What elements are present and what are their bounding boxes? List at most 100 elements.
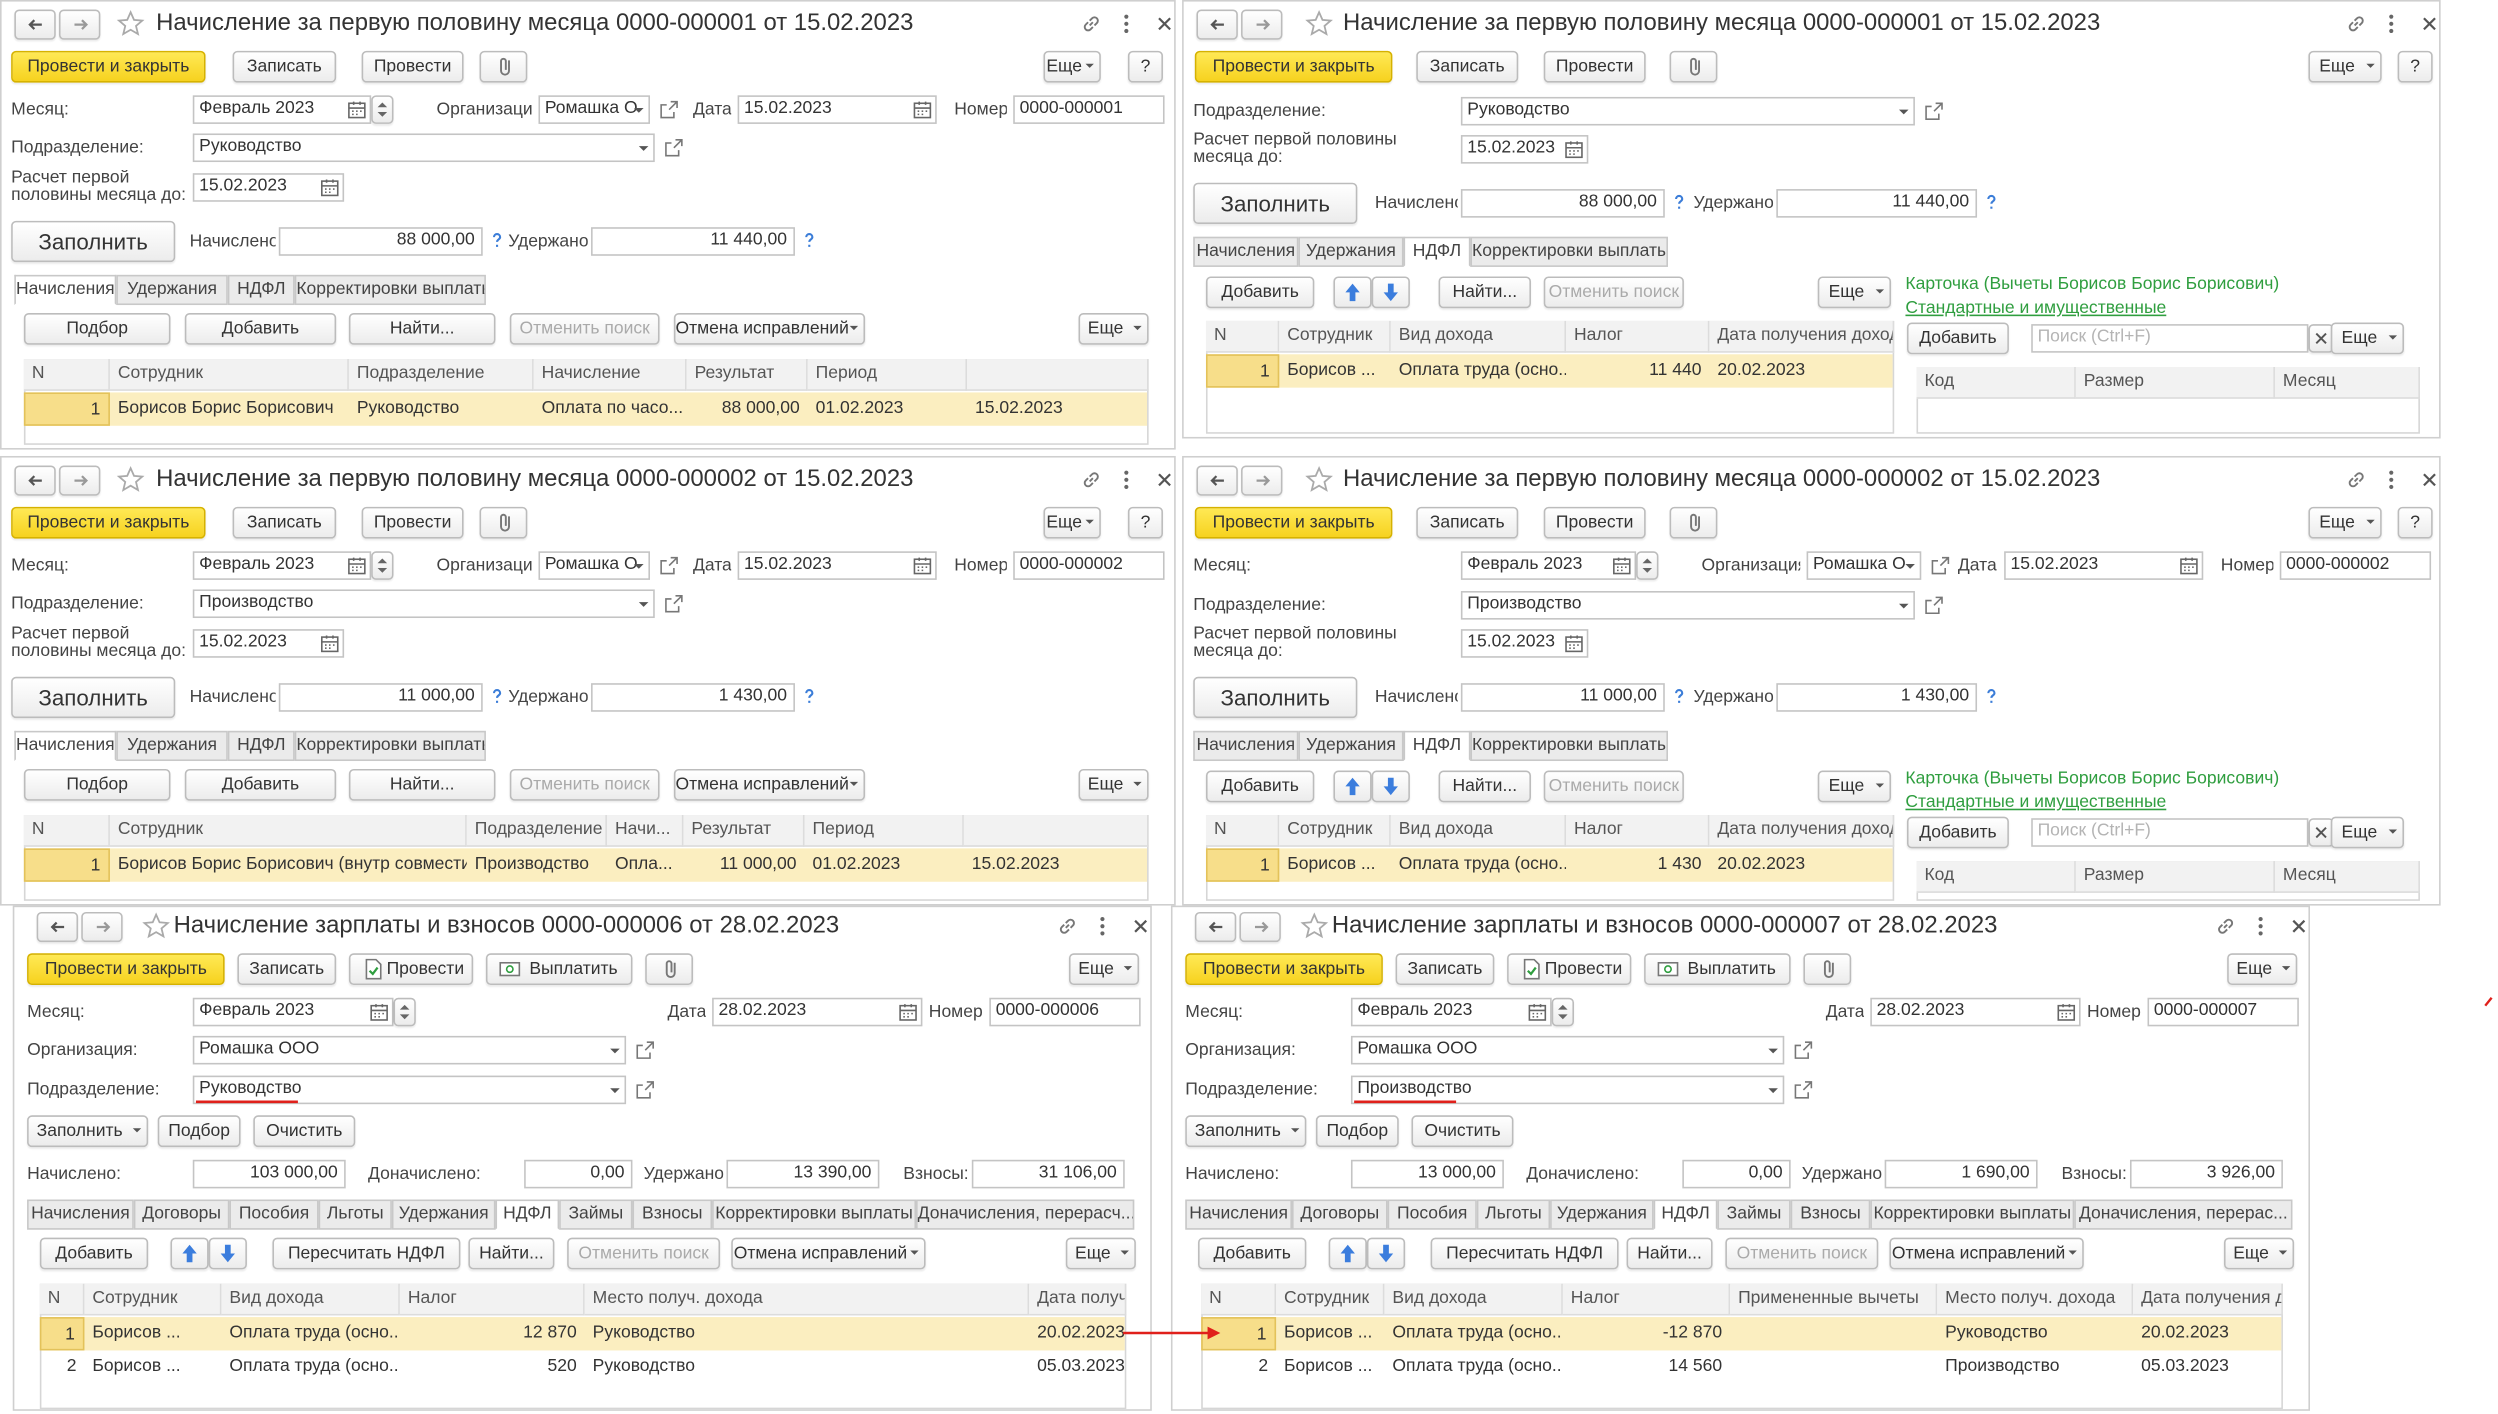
move-up-button[interactable] xyxy=(1328,1237,1367,1270)
table-cell[interactable]: 12 870 xyxy=(523,1323,577,1343)
tab[interactable]: Удержания xyxy=(1550,1199,1654,1230)
toolbar-button[interactable]: Подбор xyxy=(23,312,171,345)
move-down-button[interactable] xyxy=(1366,1237,1406,1270)
open-icon[interactable] xyxy=(1928,553,1953,578)
close-icon[interactable] xyxy=(2417,11,2441,36)
tab[interactable]: Пособия xyxy=(229,1199,319,1230)
table-cell[interactable]: 01.02.2023 xyxy=(815,398,904,418)
toolbar-button[interactable]: Добавить xyxy=(1205,770,1315,803)
card-button[interactable]: Добавить xyxy=(1906,816,2009,849)
command-button[interactable]: Провести xyxy=(1543,50,1646,83)
tab[interactable]: Удержания xyxy=(391,1199,496,1230)
table-cell[interactable]: 01.02.2023 xyxy=(812,854,901,874)
field-input[interactable]: 15.02.2023 xyxy=(1460,629,1589,658)
search-input[interactable]: Поиск (Ctrl+F) xyxy=(2031,818,2309,847)
command-button[interactable]: Провести xyxy=(361,50,464,83)
card-button[interactable]: Добавить xyxy=(1906,322,2009,355)
field-input[interactable]: 0000-000002 xyxy=(2279,551,2432,580)
toolbar-button[interactable]: Отмена исправлений xyxy=(673,768,866,801)
tab[interactable]: Доначисления, перерасч... xyxy=(916,1199,1135,1230)
tab[interactable]: Начисления xyxy=(27,1199,134,1230)
table-cell[interactable]: 2 xyxy=(66,1356,77,1376)
command-button[interactable]: ? xyxy=(1127,50,1163,83)
table-cell[interactable]: Борисов Борис Борисович (внутр совместит… xyxy=(117,854,467,874)
toolbar-button[interactable]: Пересчитать НДФЛ xyxy=(1430,1237,1619,1270)
toolbar-button[interactable]: Отмена исправлений xyxy=(731,1237,926,1270)
field-input[interactable]: 15.02.2023 xyxy=(737,95,937,124)
toolbar-button[interactable]: Еще xyxy=(2223,1237,2295,1270)
move-down-button[interactable] xyxy=(1371,770,1410,803)
fill-button[interactable]: Заполнить xyxy=(1185,1115,1307,1148)
table-cell[interactable]: Руководство xyxy=(356,398,460,418)
command-button[interactable]: ? xyxy=(2397,506,2433,539)
tab[interactable]: Займы xyxy=(1717,1199,1791,1230)
table-cell[interactable]: Руководство xyxy=(592,1323,696,1343)
dots-icon[interactable] xyxy=(2379,11,2404,36)
spin-button[interactable] xyxy=(393,997,416,1027)
tab[interactable]: Взносы xyxy=(632,1199,713,1230)
command-button[interactable]: Записать xyxy=(1416,50,1519,83)
table-cell[interactable]: Оплата труда (осно... xyxy=(1392,1356,1563,1376)
tab[interactable]: Начисления xyxy=(14,274,117,306)
field-input[interactable]: 0000-000007 xyxy=(2147,997,2299,1027)
field-input[interactable]: Ромашка О xyxy=(538,95,650,124)
star-icon[interactable] xyxy=(116,465,145,495)
table-cell[interactable]: Борисов ... xyxy=(92,1323,181,1343)
open-icon[interactable] xyxy=(661,135,686,160)
table-cell[interactable]: 05.03.2023 xyxy=(1037,1356,1125,1376)
tab[interactable]: НДФЛ xyxy=(495,1199,560,1230)
table-cell[interactable]: Борисов ... xyxy=(1287,360,1376,380)
open-icon[interactable] xyxy=(1791,1077,1816,1102)
tab[interactable]: Льготы xyxy=(1476,1199,1551,1230)
field-input[interactable]: Ромашка О xyxy=(538,551,650,580)
table-cell[interactable]: Борисов Борис Борисович xyxy=(117,398,334,418)
tab[interactable]: НДФЛ xyxy=(227,274,295,306)
field-input[interactable]: Руководство xyxy=(192,133,655,163)
move-up-button[interactable] xyxy=(1333,770,1372,803)
tab[interactable]: НДФЛ xyxy=(227,730,295,762)
tab[interactable]: Корректировки выплаты xyxy=(294,730,486,762)
command-button[interactable]: Записать xyxy=(237,953,337,986)
table-cell[interactable]: Опла... xyxy=(614,854,673,874)
star-icon[interactable] xyxy=(1305,10,1334,39)
table-cell[interactable]: Производство xyxy=(1945,1356,2060,1376)
dots-icon[interactable] xyxy=(1114,11,1139,36)
command-button[interactable]: Еще xyxy=(1068,953,1140,986)
field-input[interactable]: Производство xyxy=(1460,591,1915,620)
toolbar-button[interactable]: Найти... xyxy=(1626,1237,1713,1270)
field-input[interactable]: 15.02.2023 xyxy=(192,173,345,202)
tab[interactable]: Корректировки выплаты xyxy=(712,1199,917,1230)
field-input[interactable]: 0000-000006 xyxy=(989,997,1141,1027)
field-input[interactable]: 15.02.2023 xyxy=(2004,551,2204,580)
table-cell[interactable]: Оплата труда (осно... xyxy=(229,1323,400,1343)
card-link[interactable]: Стандартные и имущественные xyxy=(1905,298,2167,318)
toolbar-button[interactable]: Пересчитать НДФЛ xyxy=(272,1237,461,1270)
attach-button[interactable] xyxy=(1803,953,1852,986)
open-icon[interactable] xyxy=(632,1037,657,1062)
field-input[interactable]: Производство xyxy=(192,589,655,619)
table-cell[interactable]: 05.03.2023 xyxy=(2141,1356,2229,1376)
back-button[interactable] xyxy=(36,911,79,943)
link-icon[interactable] xyxy=(2343,467,2368,492)
toolbar-button[interactable]: Еще xyxy=(1078,312,1149,345)
field-input[interactable]: Февраль 2023 xyxy=(1350,997,1552,1027)
field-input[interactable]: Ромашка О xyxy=(1806,551,1922,580)
toolbar-button[interactable]: Найти... xyxy=(1438,770,1531,803)
help-icon[interactable] xyxy=(1980,685,2002,707)
close-icon[interactable] xyxy=(1152,11,1176,36)
field-input[interactable]: Руководство xyxy=(192,1075,627,1105)
tab[interactable]: Начисления xyxy=(1185,1199,1293,1230)
search-input[interactable]: Поиск (Ctrl+F) xyxy=(2031,324,2309,353)
close-icon[interactable] xyxy=(2417,467,2441,492)
command-button[interactable]: ? xyxy=(1127,506,1163,539)
tab[interactable]: НДФЛ xyxy=(1403,730,1471,762)
command-button[interactable]: Провести xyxy=(1507,953,1632,986)
table-cell[interactable]: 15.02.2023 xyxy=(974,398,1063,418)
spin-button[interactable] xyxy=(371,95,394,124)
move-up-button[interactable] xyxy=(1333,276,1372,309)
table-cell[interactable]: 11 440 xyxy=(1649,360,1702,380)
toolbar-button[interactable]: Найти... xyxy=(348,312,496,345)
forward-button[interactable] xyxy=(1241,9,1283,40)
table-cell[interactable]: Борисов ... xyxy=(92,1356,181,1376)
table-cell[interactable]: Оплата труда (осно... xyxy=(1398,854,1567,874)
